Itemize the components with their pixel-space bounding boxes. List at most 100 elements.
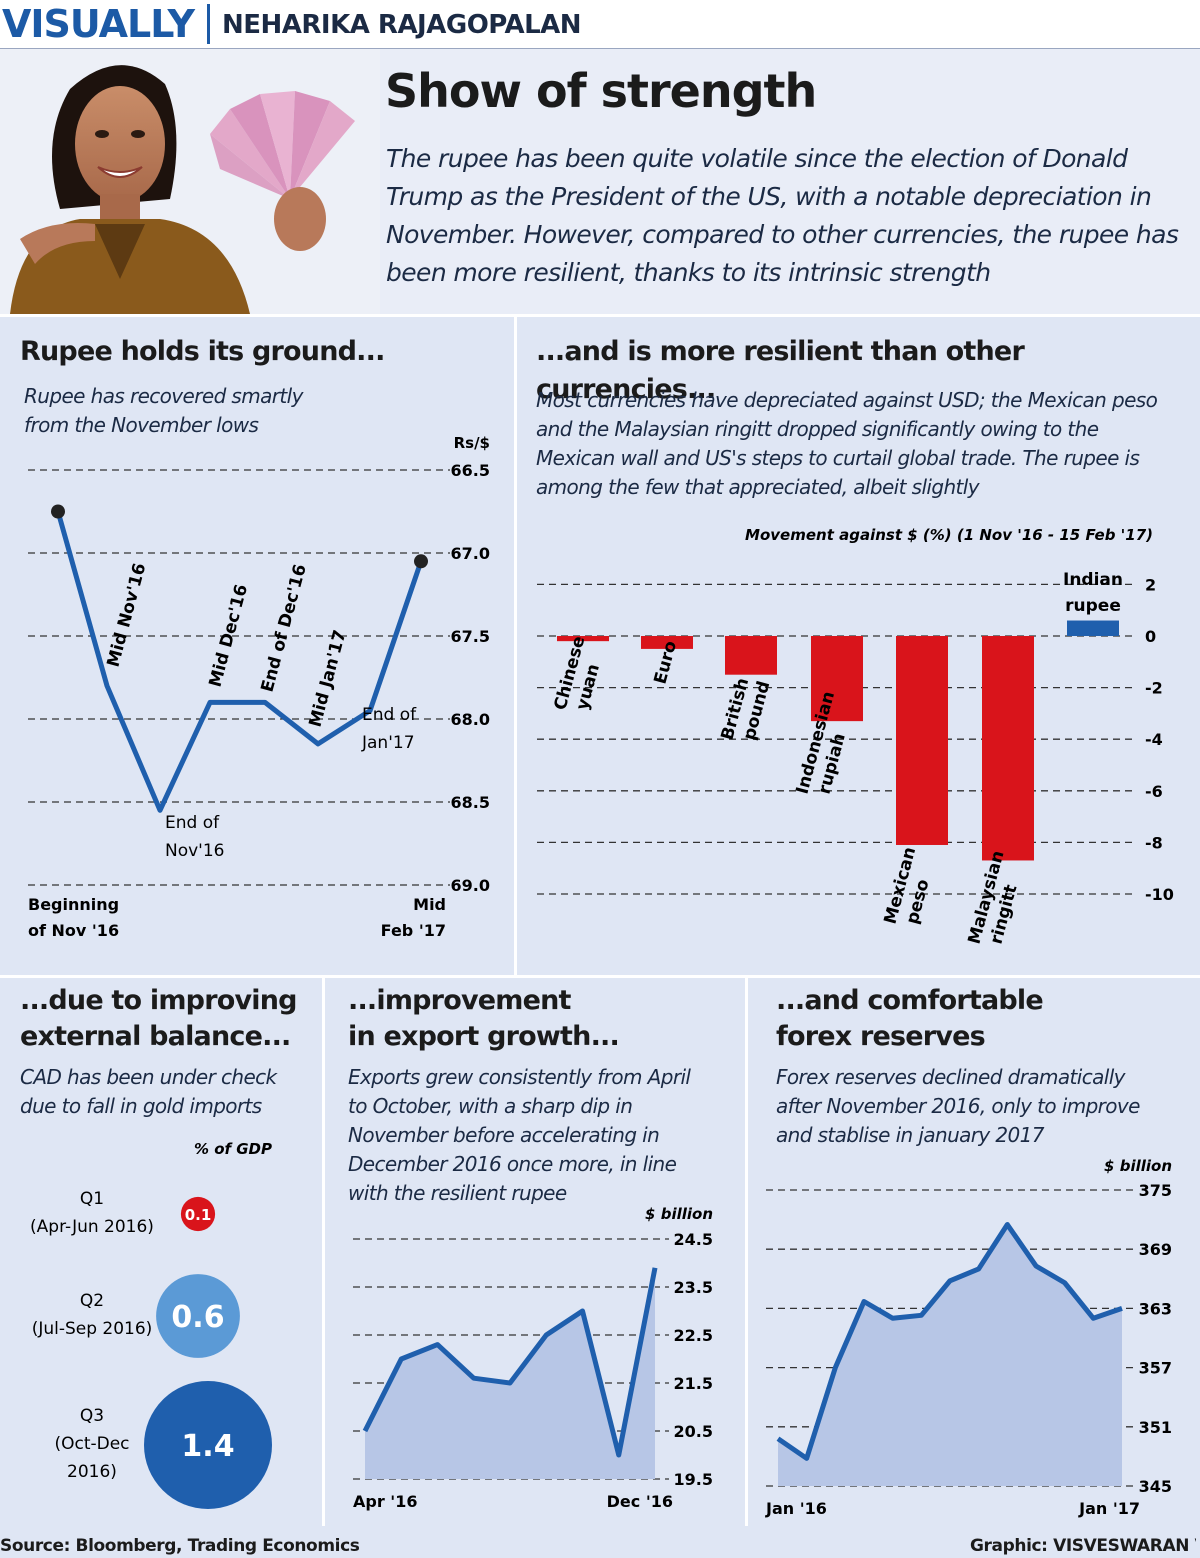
forex-tick-label: 369 <box>1139 1240 1172 1259</box>
exports-panel-subtitle-5: with the resilient rupee <box>348 1181 567 1205</box>
exports-x-end-label: Dec '16 <box>607 1492 673 1511</box>
source-credit: Source: Bloomberg, Trading Economics <box>0 1536 360 1556</box>
exports-line <box>362 1267 658 1458</box>
rupee-annotation: Mid Jan'17 <box>306 628 351 729</box>
currencies-bar <box>1067 620 1119 636</box>
headline: Show of strength <box>385 64 817 118</box>
cad-bubble-value: 1.4 <box>181 1429 234 1464</box>
exports-tick-label: 21.5 <box>674 1374 713 1393</box>
cad-panel-title-1: ...due to improving <box>20 985 297 1016</box>
currencies-tick-label: -2 <box>1145 679 1163 698</box>
rupee-line <box>55 510 424 813</box>
cad-unit-label: % of GDP <box>194 1140 272 1158</box>
cad-panel-title-2: external balance... <box>20 1021 291 1052</box>
rupee-annotation: End of <box>165 813 220 833</box>
rupee-x-start-label: Beginning <box>28 895 119 914</box>
graphic-credit: Graphic: VISVESWARAN V <box>970 1536 1196 1556</box>
rupee-endpoint <box>414 554 428 569</box>
cad-quarter-label: (Oct-Dec <box>54 1434 129 1454</box>
exports-panel-subtitle-1: Exports grew consistently from April <box>348 1065 691 1089</box>
exports-tick-label: 24.5 <box>674 1230 713 1249</box>
currencies-bar <box>641 636 693 649</box>
forex-tick-label: 375 <box>1139 1181 1172 1200</box>
exports-unit-label: $ billion <box>645 1205 713 1223</box>
currencies-tick-label: -10 <box>1145 885 1174 904</box>
rupee-annotation: End of Dec'16 <box>258 562 311 694</box>
exports-tick-label: 22.5 <box>674 1326 713 1345</box>
cad-bubble-chart: % of GDP 0.1 Q1 (Apr-Jun 2016) 0.6 Q2 (Jul-Sep… <box>30 1140 272 1509</box>
exports-panel-subtitle-4: December 2016 once more, in line <box>348 1152 677 1176</box>
woman-with-currency-illustration <box>0 49 380 314</box>
forex-area-chart: $ billion 375 369 363 357 351 345 Jan '16 Jan '1… <box>765 1157 1172 1518</box>
rupee-annotation: Nov'16 <box>165 841 224 861</box>
currencies-bar <box>982 636 1034 861</box>
cad-quarter-label: Q1 <box>80 1189 104 1209</box>
rupee-annotation: End of <box>362 705 417 725</box>
cad-bubble-value: 0.6 <box>171 1300 224 1335</box>
forex-area <box>778 1224 1122 1486</box>
forex-panel-subtitle-3: and stablise in january 2017 <box>776 1123 1045 1147</box>
divider-middle <box>0 975 1200 978</box>
currencies-bar <box>896 636 948 845</box>
currencies-panel-title: ...and is more resilient than other curr… <box>536 336 1025 405</box>
exports-panel-title-1: ...improvement <box>348 985 571 1016</box>
exports-panel-title-2: in export growth... <box>348 1021 620 1052</box>
cad-bubble <box>156 1274 240 1358</box>
currencies-tick-label: 0 <box>1145 627 1156 646</box>
intro-text: The rupee has been quite volatile since … <box>386 144 1179 287</box>
exports-tick-label: 19.5 <box>674 1470 713 1489</box>
rupee-annotation: Mid Nov'16 <box>104 561 151 669</box>
rupee-x-start-label: of Nov '16 <box>28 921 119 940</box>
rupee-panel-subtitle-2: from the November lows <box>24 413 259 437</box>
forex-tick-label: 357 <box>1139 1359 1172 1378</box>
currencies-bar <box>557 636 609 642</box>
currencies-bar-chart: Movement against $ (%) (1 Nov '16 - 15 F… <box>537 526 1174 946</box>
divider-mid-top <box>514 317 517 977</box>
forex-unit-label: $ billion <box>1104 1157 1172 1175</box>
currencies-panel-subtitle-2: and the Malaysian ringitt dropped signif… <box>536 417 1099 441</box>
forex-tick-label: 351 <box>1139 1418 1172 1437</box>
author-name: NEHARIKA RAJAGOPALAN <box>222 10 582 40</box>
exports-area-chart: $ billion 24.5 23.5 22.5 21.5 20.5 19.5 Apr '16… <box>353 1205 713 1511</box>
rupee-x-end-label: Feb '17 <box>381 921 446 940</box>
exports-area <box>365 1267 655 1479</box>
rupee-unit-label: Rs/$ <box>454 434 490 452</box>
forex-tick-label: 363 <box>1139 1299 1172 1318</box>
currencies-panel-subtitle-3: Mexican wall and US's steps to curtail g… <box>536 446 1140 470</box>
rupee-annotation: Jan'17 <box>361 733 415 753</box>
forex-line <box>776 1222 1123 1461</box>
rupee-tick-label: 68.5 <box>451 793 490 812</box>
cad-quarter-label: Q2 <box>80 1291 104 1311</box>
currencies-tick-label: -8 <box>1145 833 1163 852</box>
forex-tick-label: 345 <box>1139 1477 1172 1496</box>
cad-quarter-label: (Apr-Jun 2016) <box>30 1217 154 1237</box>
forex-x-start-label: Jan '16 <box>765 1499 827 1518</box>
rupee-panel-subtitle-1: Rupee has recovered smartly <box>24 384 303 408</box>
currencies-bar <box>725 636 777 675</box>
currencies-category-label: Indian <box>1063 570 1123 590</box>
forex-panel-title-2: forex reserves <box>776 1021 986 1052</box>
exports-tick-label: 23.5 <box>674 1278 713 1297</box>
rupee-line-chart: Rs/$ 66.5 67.0 67.5 68.0 68.5 69.0 Mid Nov'16 Mi… <box>28 434 490 940</box>
top-bar <box>0 0 1200 49</box>
divider-bottom-2 <box>745 978 748 1526</box>
exports-tick-label: 20.5 <box>674 1422 713 1441</box>
cad-bubble-value: 0.1 <box>185 1206 212 1224</box>
currencies-category-label: rupee <box>1065 596 1121 616</box>
rupee-panel-title: Rupee holds its ground... <box>20 336 385 367</box>
cad-quarter-label: Q3 <box>80 1406 104 1426</box>
exports-panel-subtitle-3: November before accelerating in <box>348 1123 660 1147</box>
currencies-bar <box>811 636 863 722</box>
rupee-x-end-label: Mid <box>413 895 446 914</box>
currencies-panel-subtitle-1: Most currencies have depreciated against… <box>536 388 1158 412</box>
forex-panel-subtitle-1: Forex reserves declined dramatically <box>776 1065 1126 1089</box>
rupee-tick-label: 69.0 <box>451 876 490 895</box>
rupee-tick-label: 67.0 <box>451 544 490 563</box>
rupee-tick-label: 67.5 <box>451 627 490 646</box>
forex-panel-subtitle-2: after November 2016, only to improve <box>776 1094 1140 1118</box>
rupee-endpoint <box>51 504 65 519</box>
cad-panel-subtitle-2: due to fall in gold imports <box>20 1094 262 1118</box>
brand-logo: VISUALLY <box>2 2 195 46</box>
currencies-panel-subtitle-4: among the few that appreciated, albeit s… <box>536 475 980 499</box>
currencies-chart-title: Movement against $ (%) (1 Nov '16 - 15 F… <box>745 526 1153 544</box>
